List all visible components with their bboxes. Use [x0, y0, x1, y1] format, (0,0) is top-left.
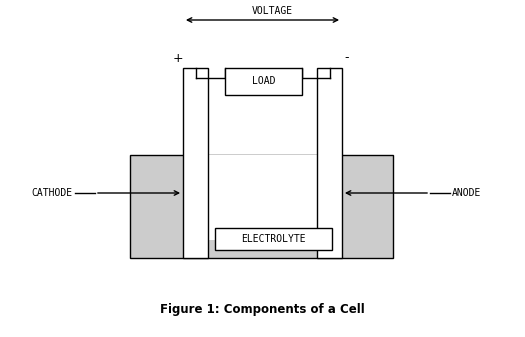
Bar [130, 155, 393, 258]
Bar [215, 228, 332, 250]
Text: CATHODE: CATHODE [32, 188, 73, 198]
Text: -: - [345, 52, 349, 64]
Bar [208, 155, 317, 240]
Text: LOAD: LOAD [252, 76, 275, 87]
Bar [317, 68, 342, 258]
Text: +: + [173, 52, 183, 64]
Text: Figure 1: Components of a Cell: Figure 1: Components of a Cell [160, 304, 365, 316]
Text: ELECTROLYTE: ELECTROLYTE [241, 234, 306, 244]
Bar [225, 68, 302, 95]
Text: VOLTAGE: VOLTAGE [252, 6, 293, 16]
Text: ANODE: ANODE [452, 188, 481, 198]
Bar [183, 68, 208, 258]
